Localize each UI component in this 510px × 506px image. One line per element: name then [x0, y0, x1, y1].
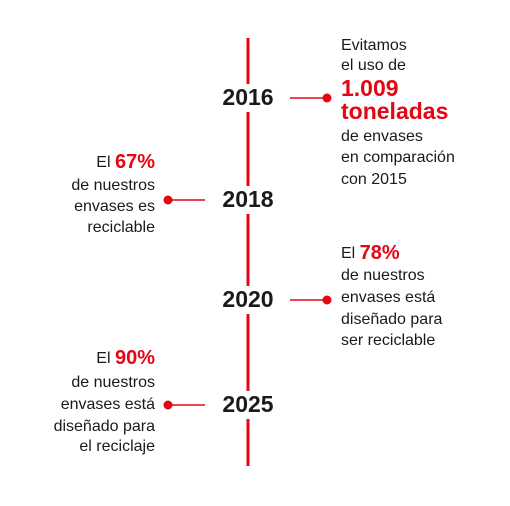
year-backdrop	[216, 84, 280, 112]
year-label: 2020	[222, 286, 273, 312]
connector-dot	[163, 195, 173, 205]
highlight-text: 78%	[360, 242, 400, 264]
body-text: El	[96, 154, 115, 171]
description-line: diseñado para	[54, 418, 156, 435]
body-text: envases está	[61, 396, 155, 413]
body-text: diseñado para	[341, 311, 443, 328]
description-line: de nuestros	[71, 374, 155, 391]
description-line: ser reciclable	[341, 332, 435, 349]
body-text: de nuestros	[71, 374, 155, 391]
connector-dot	[163, 400, 173, 410]
year-label: 2016	[222, 84, 273, 110]
description-line: El 67%	[96, 151, 155, 173]
body-text: envases es	[74, 198, 155, 215]
description-line: El 78%	[341, 242, 400, 264]
body-text: reciclable	[87, 219, 155, 236]
body-text: de nuestros	[341, 267, 425, 284]
description-line: toneladas	[341, 98, 448, 124]
connector-dot	[322, 93, 332, 103]
highlight-text: toneladas	[341, 98, 448, 124]
body-text: el reciclaje	[79, 438, 155, 455]
description-line: envases es	[74, 198, 155, 215]
year-label: 2018	[222, 186, 273, 212]
description-line: reciclable	[87, 219, 155, 236]
description-line: el uso de	[341, 57, 406, 74]
connector-dot	[322, 295, 332, 305]
highlight-text: 90%	[115, 347, 155, 369]
body-text: de envases	[341, 128, 423, 145]
description-line: El 90%	[96, 347, 155, 369]
description-line: de envases	[341, 128, 423, 145]
description-line: 1.009	[341, 75, 399, 101]
body-text: El	[341, 245, 360, 262]
year-backdrop	[216, 186, 280, 214]
body-text: Evitamos	[341, 37, 407, 54]
year-backdrop	[216, 286, 280, 314]
highlight-text: 1.009	[341, 75, 399, 101]
body-text: El	[96, 350, 115, 367]
description-line: el reciclaje	[79, 438, 155, 455]
description-line: envases está	[61, 396, 155, 413]
body-text: de nuestros	[71, 177, 155, 194]
highlight-text: 67%	[115, 151, 155, 173]
description-line: de nuestros	[71, 177, 155, 194]
body-text: envases está	[341, 289, 435, 306]
body-text: en comparación	[341, 149, 455, 166]
description-line: diseñado para	[341, 311, 443, 328]
description-line: Evitamos	[341, 37, 407, 54]
body-text: el uso de	[341, 57, 406, 74]
description-line: de nuestros	[341, 267, 425, 284]
description-line: envases está	[341, 289, 435, 306]
description-line: con 2015	[341, 171, 407, 188]
year-backdrop	[216, 391, 280, 419]
description-line: en comparación	[341, 149, 455, 166]
year-label: 2025	[222, 391, 273, 417]
body-text: con 2015	[341, 171, 407, 188]
body-text: ser reciclable	[341, 332, 435, 349]
body-text: diseñado para	[54, 418, 156, 435]
